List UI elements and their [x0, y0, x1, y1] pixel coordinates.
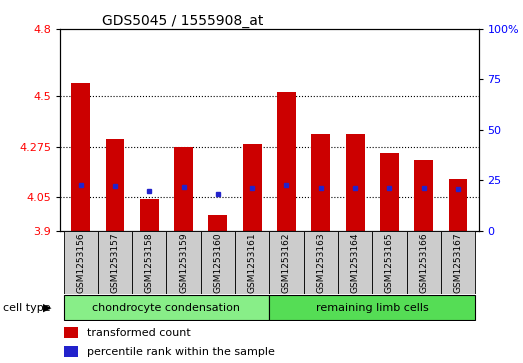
Bar — [414, 160, 433, 231]
Text: ▶: ▶ — [43, 303, 51, 313]
Text: remaining limb cells: remaining limb cells — [316, 303, 429, 313]
Text: cell type: cell type — [3, 303, 50, 313]
Bar — [132, 231, 166, 294]
Bar — [201, 231, 235, 294]
Bar — [64, 295, 269, 320]
Text: GSM1253166: GSM1253166 — [419, 232, 428, 293]
Text: GSM1253167: GSM1253167 — [453, 232, 462, 293]
Bar — [311, 134, 330, 231]
Bar — [106, 139, 124, 231]
Bar — [140, 199, 159, 231]
Bar — [235, 231, 269, 294]
Bar — [269, 295, 475, 320]
Bar — [71, 83, 90, 231]
Text: GSM1253160: GSM1253160 — [213, 232, 222, 293]
Bar — [64, 346, 78, 357]
Bar — [243, 144, 262, 231]
Text: GSM1253158: GSM1253158 — [145, 232, 154, 293]
Bar — [380, 153, 399, 231]
Bar — [277, 92, 296, 231]
Text: GSM1253163: GSM1253163 — [316, 232, 325, 293]
Bar — [269, 231, 304, 294]
Bar — [98, 231, 132, 294]
Text: transformed count: transformed count — [87, 327, 191, 338]
Text: GSM1253165: GSM1253165 — [385, 232, 394, 293]
Bar — [209, 215, 228, 231]
Text: GSM1253164: GSM1253164 — [350, 232, 360, 293]
Bar — [346, 134, 365, 231]
Text: percentile rank within the sample: percentile rank within the sample — [87, 347, 275, 357]
Bar — [174, 147, 193, 231]
Bar — [166, 231, 201, 294]
Bar — [64, 327, 78, 338]
Text: GSM1253157: GSM1253157 — [110, 232, 120, 293]
Bar — [338, 231, 372, 294]
Bar — [406, 231, 441, 294]
Bar — [441, 231, 475, 294]
Text: GDS5045 / 1555908_at: GDS5045 / 1555908_at — [102, 14, 264, 28]
Text: GSM1253161: GSM1253161 — [248, 232, 257, 293]
Bar — [372, 231, 406, 294]
Bar — [449, 179, 468, 231]
Text: GSM1253162: GSM1253162 — [282, 232, 291, 293]
Bar — [64, 231, 98, 294]
Bar — [304, 231, 338, 294]
Text: GSM1253156: GSM1253156 — [76, 232, 85, 293]
Text: chondrocyte condensation: chondrocyte condensation — [93, 303, 241, 313]
Text: GSM1253159: GSM1253159 — [179, 232, 188, 293]
